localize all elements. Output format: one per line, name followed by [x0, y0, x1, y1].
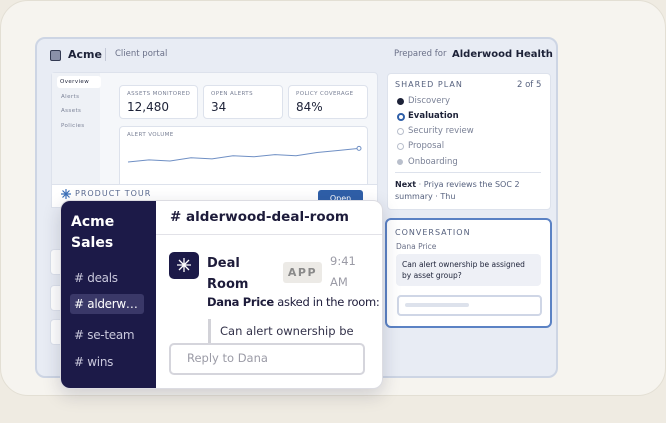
conversation-title: CONVERSATION — [395, 228, 471, 237]
prepared-label: Prepared for — [394, 49, 447, 59]
nav-item[interactable]: Policies — [61, 123, 85, 129]
stat-value: 34 — [211, 100, 227, 114]
plan-step: Security review — [397, 126, 474, 136]
stat-value: 84% — [296, 100, 323, 114]
step-label: Discovery — [408, 96, 450, 106]
next-step: Next · Priya reviews the SOC 2 summary ·… — [395, 179, 535, 203]
stat-card: ASSETS MONITORED 12,480 — [119, 85, 198, 119]
conversation: CONVERSATION Dana Price Can alert owners… — [385, 218, 552, 328]
step-label: Proposal — [408, 141, 445, 151]
stat-card: POLICY COVERAGE 84% — [288, 85, 368, 119]
stat-label: OPEN ALERTS — [211, 91, 253, 97]
divider — [105, 48, 106, 61]
nav-item[interactable]: Overview — [57, 76, 101, 88]
quote-bar — [208, 319, 211, 343]
step-icon — [397, 98, 404, 105]
alert-volume-card: ALERT VOLUME — [119, 126, 368, 188]
step-icon — [397, 143, 404, 150]
plan-progress: 2 of 5 — [517, 80, 542, 90]
chat-window: Acme Sales # deals # alderwood-deal-room… — [60, 200, 383, 389]
message-bubble: Can alert ownership be assigned by asset… — [396, 254, 541, 286]
chat-sidebar: Acme Sales # deals # alderwood-deal-room… — [61, 201, 156, 388]
next-label: Next — [395, 180, 417, 189]
app-icon — [169, 252, 199, 279]
step-icon — [397, 113, 405, 121]
step-label: Security review — [408, 126, 474, 136]
plan-title: SHARED PLAN — [395, 80, 463, 89]
stat-label: POLICY COVERAGE — [296, 91, 354, 97]
plan-step: Discovery — [397, 96, 450, 106]
reply-input[interactable] — [397, 295, 542, 316]
tour-label: PRODUCT TOUR — [75, 189, 152, 198]
workspace: Acme Sales — [71, 214, 115, 251]
tour-icon — [61, 189, 71, 199]
brand: Acme — [68, 48, 102, 61]
subtitle: Client portal — [115, 49, 168, 59]
step-icon — [397, 128, 404, 135]
message-author: Dana Price — [207, 295, 274, 309]
quote: Can alert ownership be — [220, 324, 354, 338]
message-action: asked in the room: — [277, 295, 380, 309]
logo — [50, 50, 61, 61]
channel[interactable]: # se-team — [74, 328, 135, 342]
plan-step: Onboarding — [397, 157, 458, 167]
divider — [156, 234, 382, 235]
app-badge: APP — [283, 262, 322, 283]
app-icon-star — [177, 258, 191, 272]
stat-value: 12,480 — [127, 100, 169, 114]
nav-item[interactable]: Assets — [61, 108, 82, 114]
divider — [395, 172, 541, 173]
sparkline-path — [127, 147, 360, 163]
client-name: Alderwood Health — [452, 49, 553, 60]
plan-step: Evaluation — [397, 111, 459, 121]
stat-card: OPEN ALERTS 34 — [203, 85, 283, 119]
channel[interactable]: # deals — [74, 271, 118, 285]
reply-box[interactable]: Reply to Dana — [169, 343, 365, 375]
channel-title: # alderwood-deal-room — [170, 209, 349, 225]
next-text: · Priya reviews the SOC 2 summary · Thu — [395, 180, 520, 201]
channel[interactable]: # wins — [74, 355, 114, 369]
step-label: Onboarding — [408, 157, 458, 167]
channel[interactable]: # alderwood-deal-room — [70, 294, 144, 314]
author: Dana Price — [396, 242, 437, 251]
plan-step: Proposal — [397, 141, 445, 151]
timestamp: 9:41 AM — [330, 254, 356, 289]
chart-label: ALERT VOLUME — [127, 132, 174, 138]
sparkline-end — [356, 145, 362, 151]
stat-label: ASSETS MONITORED — [127, 91, 191, 97]
shared-plan: SHARED PLAN 2 of 5 Discovery Evaluation … — [387, 73, 551, 210]
step-icon — [397, 159, 403, 165]
input-placeholder — [405, 303, 469, 307]
message-line: Dana Price asked in the room: — [207, 295, 380, 309]
step-label: Evaluation — [408, 111, 459, 121]
nav-item[interactable]: Alerts — [61, 94, 80, 100]
reply-placeholder: Reply to Dana — [187, 351, 268, 365]
sender: Deal Room — [207, 256, 249, 292]
sparkline — [127, 145, 362, 163]
